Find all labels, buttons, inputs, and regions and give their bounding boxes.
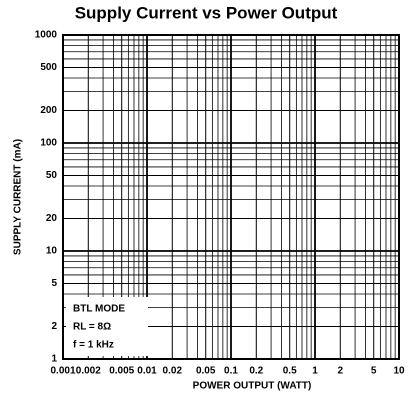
plot-frame <box>62 34 400 360</box>
chart-title: Supply Current vs Power Output <box>75 3 338 22</box>
x-tick-label: 0.005 <box>109 366 134 377</box>
y-tick-label: 2 <box>51 321 57 332</box>
y-tick-label: 5 <box>51 278 57 289</box>
y-tick-label: 50 <box>46 170 58 181</box>
y-tick-label: 20 <box>46 213 58 224</box>
y-axis-label: SUPPLY CURRENT (mA) <box>13 139 24 255</box>
x-tick-label: 0.2 <box>249 366 263 377</box>
annotation-box <box>66 297 148 356</box>
annotation: RL = 8Ω <box>73 322 111 333</box>
y-tick-label: 10 <box>46 246 58 257</box>
y-tick-label: 1 <box>51 354 57 365</box>
x-tick-label: 0.05 <box>196 366 216 377</box>
x-axis-label: POWER OUTPUT (WATT) <box>193 381 312 392</box>
x-tick-label: 0.01 <box>137 366 157 377</box>
x-tick-label: 0.002 <box>76 366 101 377</box>
x-tick-label: 10 <box>393 366 405 377</box>
y-tick-label: 200 <box>40 105 57 116</box>
x-tick-label: 1 <box>312 366 318 377</box>
x-tick-label: 0.001 <box>50 366 75 377</box>
x-tick-label: 2 <box>338 366 344 377</box>
y-tick-label: 1000 <box>35 30 58 41</box>
x-tick-label: 0.5 <box>283 366 297 377</box>
x-tick-label: 0.1 <box>224 366 238 377</box>
y-tick-label: 100 <box>40 138 57 149</box>
x-tick-label: 0.02 <box>163 366 183 377</box>
y-tick-label: 500 <box>40 62 57 73</box>
x-tick-label: 5 <box>371 366 377 377</box>
annotation: f = 1 kHz <box>73 340 114 351</box>
annotation: BTL MODE <box>73 304 125 315</box>
